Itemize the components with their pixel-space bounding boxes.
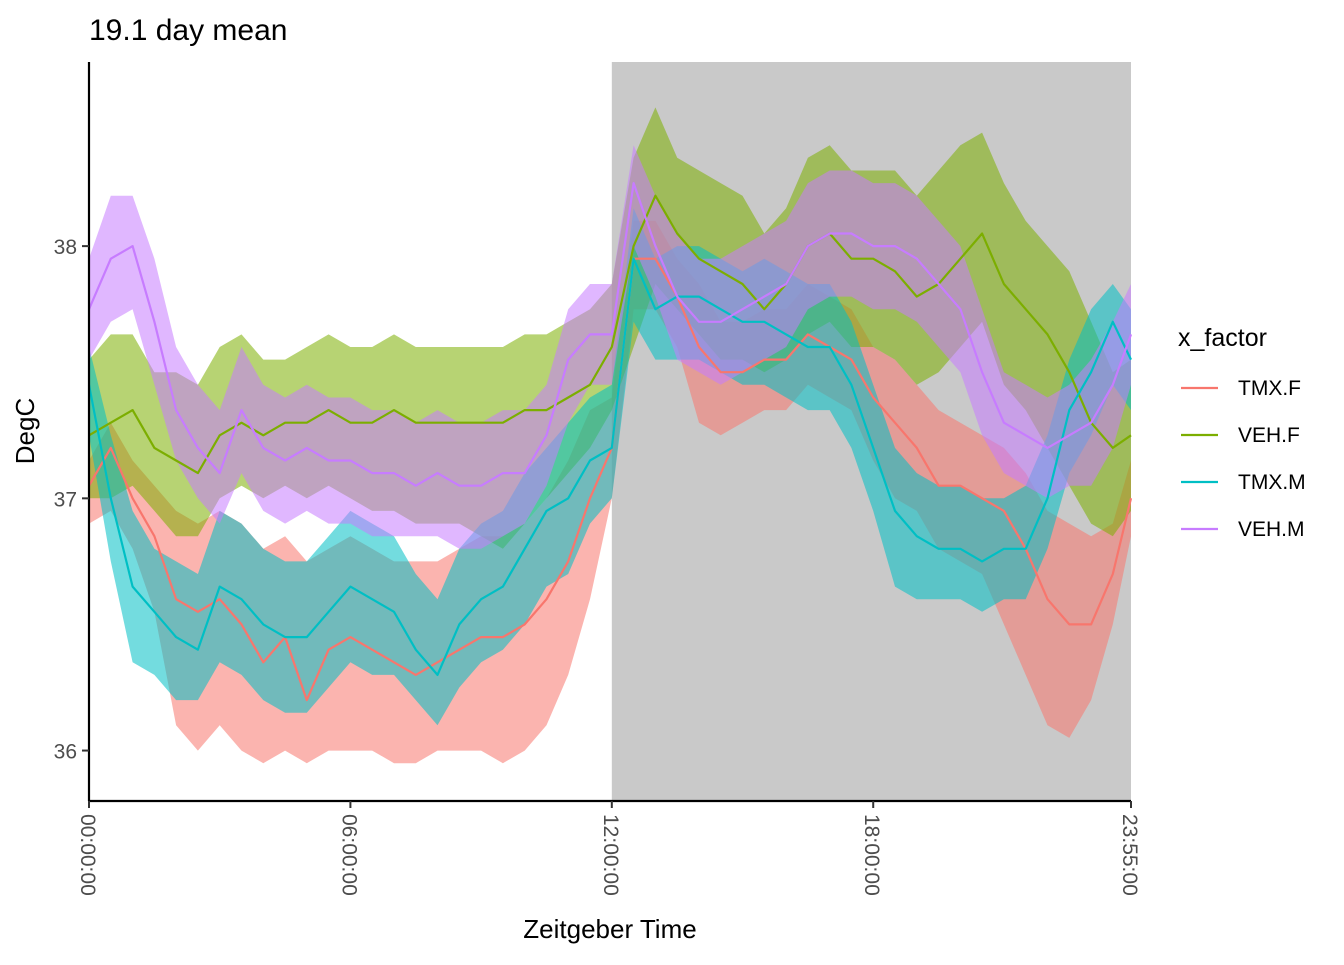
- line-veh-f: [88, 194, 1132, 475]
- x-tick-label: 12:00:00: [599, 814, 622, 896]
- legend-label-tmx-f: TMX.F: [1238, 377, 1301, 400]
- y-tick-label: 38: [54, 236, 77, 259]
- plot-area: [87, 62, 1133, 801]
- x-tick-label: 23:55:00: [1118, 814, 1141, 896]
- x-tick-label: 18:00:00: [860, 814, 883, 896]
- legend-title: x_factor: [1178, 324, 1267, 352]
- y-tick-label: 36: [54, 741, 77, 764]
- legend: x_factor TMX.F VEH.F TMX.M VEH.M: [1178, 324, 1306, 541]
- x-tick-label: 00:00:00: [76, 814, 99, 896]
- ribbon-veh-m: [89, 145, 1131, 549]
- legend-label-tmx-m: TMX.M: [1238, 471, 1306, 494]
- y-tick-label: 37: [54, 488, 77, 511]
- legend-label-veh-m: VEH.M: [1238, 518, 1305, 541]
- x-axis-label: Zeitgeber Time: [523, 914, 696, 944]
- chart-title: 19.1 day mean: [89, 14, 287, 47]
- x-tick-label: 06:00:00: [337, 814, 360, 896]
- axes: 36 37 38 00:00:00 06:00:00 12:00:00 18:00:00 23…: [54, 62, 1141, 896]
- y-axis-label: DegC: [10, 398, 40, 464]
- legend-label-veh-f: VEH.F: [1238, 424, 1300, 447]
- line-veh-m: [87, 182, 1133, 487]
- line-tmx-m: [87, 257, 1132, 677]
- ribbon-tmx-m: [89, 208, 1131, 726]
